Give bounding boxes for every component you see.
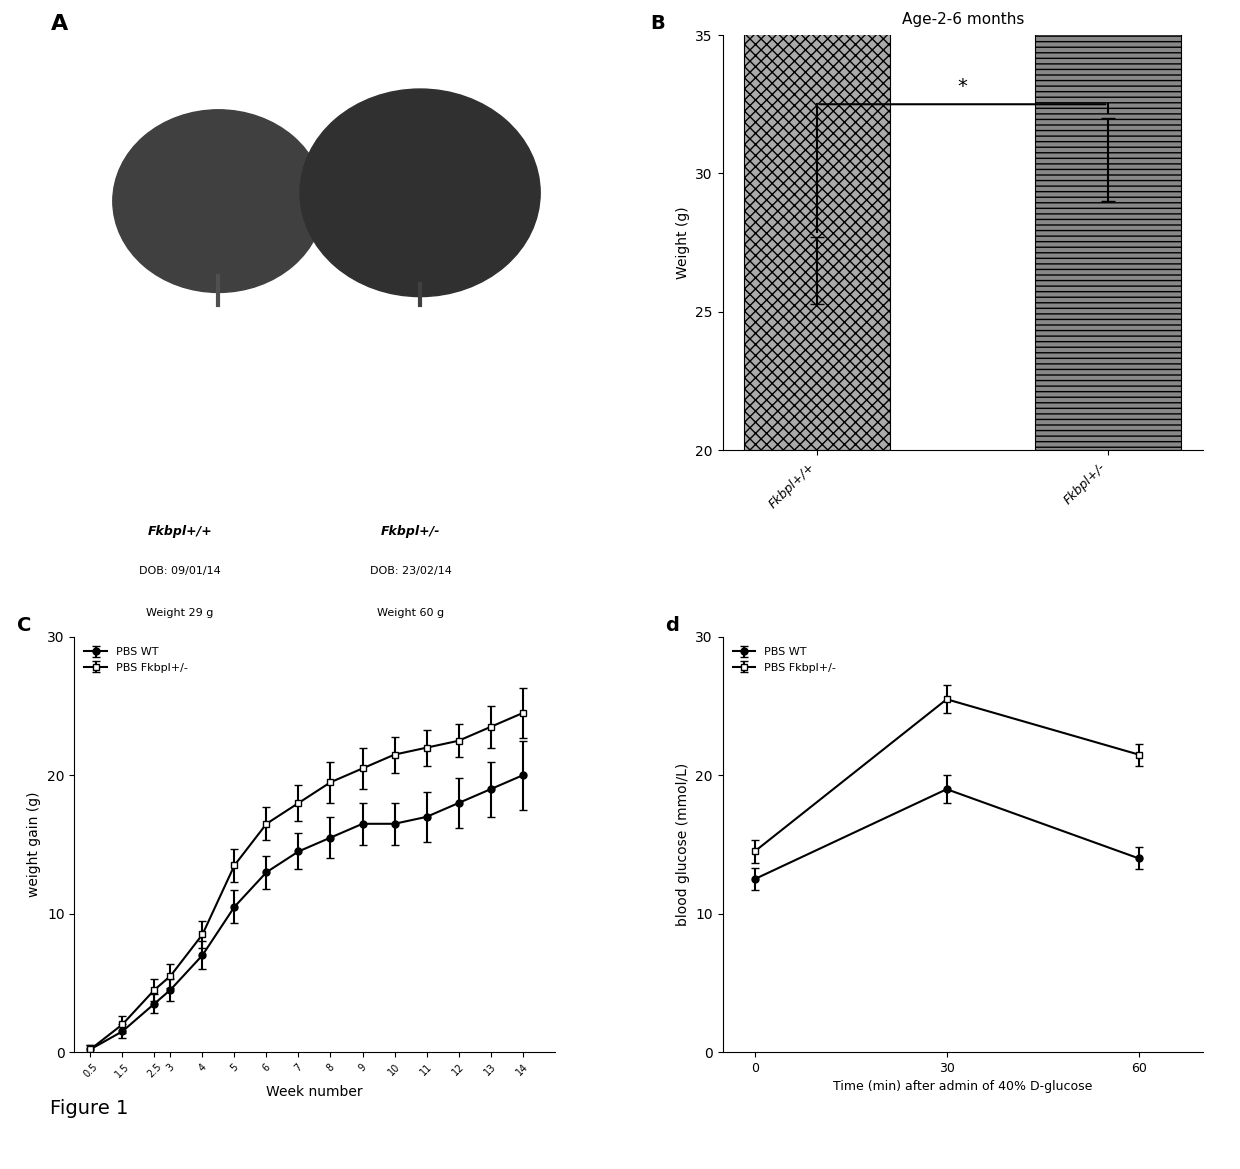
Text: Weight 60 g: Weight 60 g bbox=[377, 608, 444, 618]
Text: Fkbpl+/+: Fkbpl+/+ bbox=[148, 525, 212, 538]
Circle shape bbox=[113, 110, 324, 292]
X-axis label: Time (min) after admin of 40% D-glucose: Time (min) after admin of 40% D-glucose bbox=[833, 1080, 1092, 1093]
Text: B: B bbox=[651, 14, 666, 33]
Legend: PBS WT, PBS Fkbpl+/-: PBS WT, PBS Fkbpl+/- bbox=[79, 643, 192, 677]
X-axis label: Week number: Week number bbox=[267, 1085, 363, 1099]
Text: d: d bbox=[665, 616, 678, 635]
Y-axis label: Weight (g): Weight (g) bbox=[676, 206, 689, 279]
Legend: PBS WT, PBS Fkbpl+/-: PBS WT, PBS Fkbpl+/- bbox=[728, 643, 839, 677]
Y-axis label: weight gain (g): weight gain (g) bbox=[27, 791, 41, 898]
Text: Figure 1: Figure 1 bbox=[50, 1099, 128, 1118]
Text: A: A bbox=[51, 14, 68, 34]
Circle shape bbox=[300, 89, 541, 297]
Text: Weight 29 g: Weight 29 g bbox=[146, 608, 213, 618]
Text: *: * bbox=[957, 77, 967, 96]
Y-axis label: blood glucose (mmol/L): blood glucose (mmol/L) bbox=[676, 763, 689, 926]
Title: Age-2-6 months: Age-2-6 months bbox=[901, 12, 1024, 27]
Text: DOB: 23/02/14: DOB: 23/02/14 bbox=[370, 567, 451, 576]
Text: Fkbpl+/-: Fkbpl+/- bbox=[381, 525, 440, 538]
Text: C: C bbox=[17, 616, 31, 635]
Bar bbox=[1035, 0, 1180, 450]
Bar bbox=[744, 0, 890, 450]
Text: DOB: 09/01/14: DOB: 09/01/14 bbox=[139, 567, 221, 576]
